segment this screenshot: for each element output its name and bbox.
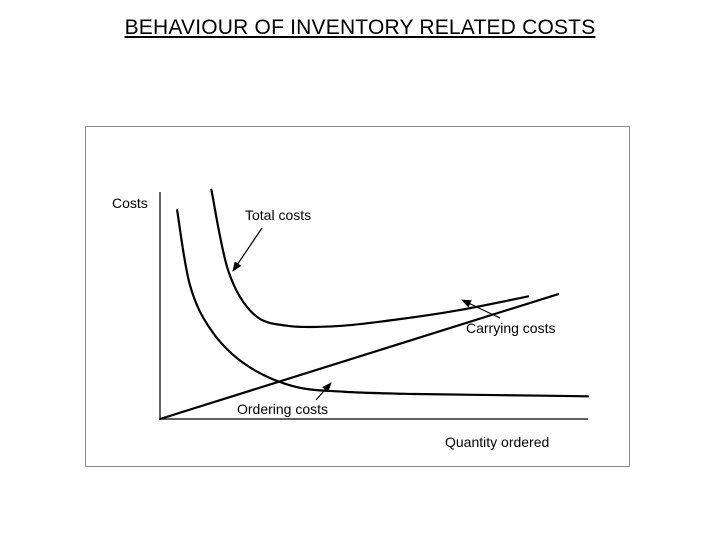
ordering-costs-arrow <box>315 382 332 401</box>
ordering-costs-curve <box>176 209 590 398</box>
carrying-costs-arrow <box>461 299 501 319</box>
y-axis-label: Costs <box>112 195 148 211</box>
total-costs-arrow <box>232 227 263 272</box>
ordering-costs-label: Ordering costs <box>237 401 328 417</box>
chart-frame <box>85 126 630 467</box>
x-axis-label: Quantity ordered <box>445 434 549 450</box>
slide-title: BEHAVIOUR OF INVENTORY RELATED COSTS <box>124 16 596 39</box>
carrying-costs-label: Carrying costs <box>466 320 555 336</box>
total-costs-curve <box>210 188 530 329</box>
carrying-costs-curve <box>158 293 560 421</box>
total-costs-label: Total costs <box>245 207 311 223</box>
